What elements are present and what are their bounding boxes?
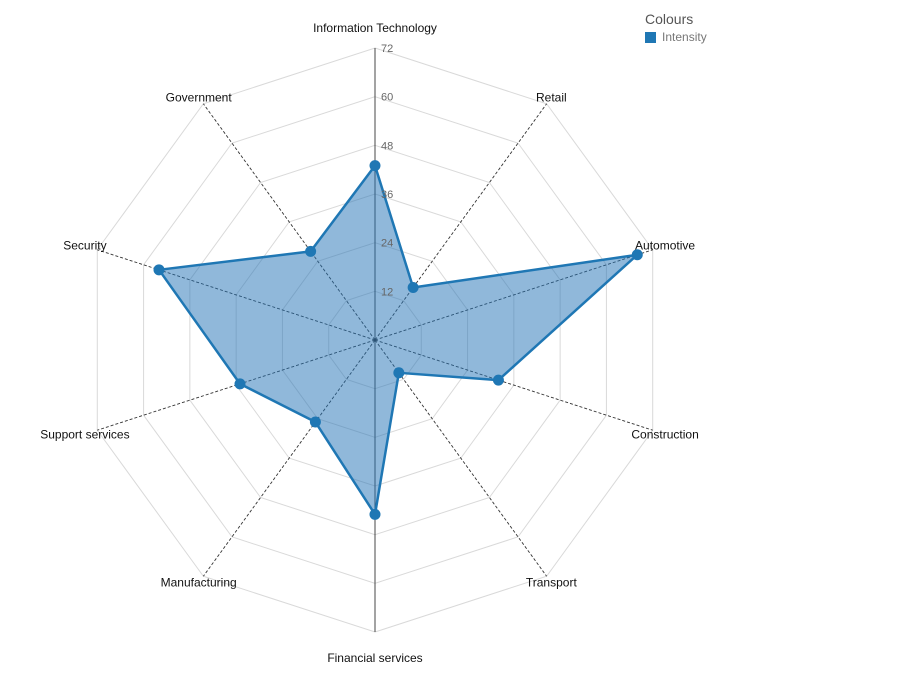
legend-item-intensity[interactable]: Intensity <box>645 30 707 44</box>
data-point-security[interactable] <box>153 264 165 276</box>
category-label-information-technology: Information Technology <box>313 21 437 35</box>
tick-label-36: 36 <box>381 189 393 201</box>
tick-layer: 12 24 36 48 60 72 <box>381 43 393 298</box>
data-point-construction[interactable] <box>492 374 504 386</box>
axis-spoke-manufacturing <box>203 339 376 577</box>
category-label-retail: Retail <box>536 90 567 104</box>
data-point-retail[interactable] <box>407 282 419 294</box>
category-label-government: Government <box>166 90 233 104</box>
category-label-automotive: Automotive <box>635 239 695 253</box>
tick-label-12: 12 <box>381 286 393 298</box>
tick-label-60: 60 <box>381 92 393 104</box>
data-point-transport[interactable] <box>393 367 405 379</box>
category-label-support-services: Support services <box>40 427 129 441</box>
axis-spoke-construction <box>374 339 653 431</box>
data-point-financial-services[interactable] <box>369 508 381 520</box>
category-label-manufacturing: Manufacturing <box>161 576 237 590</box>
legend: Colours Intensity <box>645 11 707 44</box>
series-layer <box>153 160 643 520</box>
tick-label-72: 72 <box>381 43 393 55</box>
data-point-support-services[interactable] <box>234 378 246 390</box>
data-point-information-technology[interactable] <box>369 160 381 172</box>
axis-spoke-retail <box>374 103 547 341</box>
category-label-construction: Construction <box>631 427 698 441</box>
category-label-financial-services: Financial services <box>327 651 422 665</box>
axis-spoke-government <box>203 103 376 341</box>
legend-swatch <box>645 31 656 43</box>
data-point-government[interactable] <box>305 245 317 257</box>
category-label-security: Security <box>63 239 106 253</box>
data-point-manufacturing[interactable] <box>309 416 321 428</box>
axis-spoke-transport <box>374 339 547 577</box>
legend-label: Intensity <box>662 30 707 44</box>
series-area-intensity <box>157 164 639 516</box>
tick-label-48: 48 <box>381 140 393 152</box>
tick-label-24: 24 <box>381 238 393 250</box>
category-label-transport: Transport <box>526 576 578 590</box>
data-point-automotive[interactable] <box>631 249 643 261</box>
legend-title: Colours <box>645 11 694 27</box>
label-layer: Information Technology Retail Automotive Co… <box>40 21 699 665</box>
